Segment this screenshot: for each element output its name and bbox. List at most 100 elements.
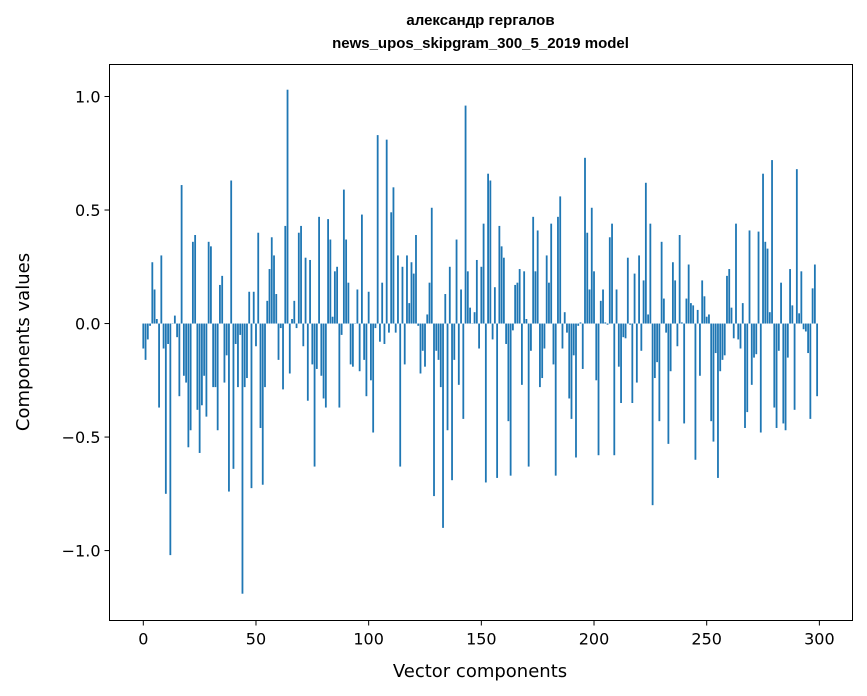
bar-70 xyxy=(300,225,302,324)
bar-229 xyxy=(658,323,661,422)
bar-255 xyxy=(717,323,719,478)
bar-253 xyxy=(712,323,715,442)
bar-2 xyxy=(146,323,149,340)
bar-131 xyxy=(437,323,440,360)
bar-224 xyxy=(647,314,650,324)
bar-288 xyxy=(791,305,794,324)
bar-15 xyxy=(176,323,179,338)
bar-181 xyxy=(550,223,553,324)
bar-284 xyxy=(782,323,785,424)
bar-35 xyxy=(221,275,224,324)
bar-188 xyxy=(566,323,568,333)
bar-246 xyxy=(696,309,699,324)
bar-197 xyxy=(586,232,589,324)
bar-72 xyxy=(304,257,307,324)
bar-184 xyxy=(557,216,559,324)
bar-211 xyxy=(617,323,620,367)
bar-230 xyxy=(660,241,663,324)
y-tick-label: 0.0 xyxy=(75,315,100,334)
bar-18 xyxy=(182,323,185,376)
bar-142 xyxy=(462,323,465,419)
bar-148 xyxy=(475,259,478,324)
bar-81 xyxy=(324,323,327,408)
bar-240 xyxy=(683,323,686,424)
bar-107 xyxy=(383,323,386,344)
bar-101 xyxy=(370,323,372,381)
x-tick-label: 250 xyxy=(691,630,722,649)
bar-59 xyxy=(275,294,278,324)
bar-190 xyxy=(570,323,573,419)
bar-76 xyxy=(313,323,316,467)
bar-144 xyxy=(466,271,469,324)
bar-174 xyxy=(534,271,537,324)
bar-254 xyxy=(714,323,717,354)
bar-209 xyxy=(613,323,616,456)
bar-55 xyxy=(266,300,269,324)
bar-287 xyxy=(789,269,791,324)
bar-43 xyxy=(239,323,242,335)
bar-106 xyxy=(381,282,384,324)
bar-20 xyxy=(187,323,190,448)
bar-132 xyxy=(439,323,442,388)
bar-82 xyxy=(327,219,329,324)
bar-187 xyxy=(563,312,566,324)
bar-177 xyxy=(541,323,544,379)
bar-85 xyxy=(333,271,336,324)
bar-123 xyxy=(419,323,422,374)
bar-241 xyxy=(685,298,688,324)
bar-207 xyxy=(608,237,611,324)
bar-24 xyxy=(196,323,199,410)
bar-16 xyxy=(178,323,181,397)
bar-250 xyxy=(705,316,708,324)
bar-83 xyxy=(329,239,332,324)
bar-214 xyxy=(624,323,627,339)
y-tick-label: −0.5 xyxy=(62,428,101,447)
bar-153 xyxy=(487,173,490,324)
bar-206 xyxy=(606,323,609,325)
x-tick-label: 100 xyxy=(353,630,384,649)
bar-29 xyxy=(207,241,210,324)
y-axis-label: Components values xyxy=(13,253,34,431)
bar-186 xyxy=(561,323,564,349)
chart-title-line1: александр гергалов xyxy=(406,12,555,29)
bar-185 xyxy=(559,196,562,324)
bar-114 xyxy=(399,323,402,467)
bar-53 xyxy=(261,323,264,485)
bar-171 xyxy=(527,323,530,467)
bar-88 xyxy=(340,323,343,335)
bar-295 xyxy=(807,323,810,354)
bar-6 xyxy=(155,319,158,324)
bar-259 xyxy=(726,275,728,324)
bar-260 xyxy=(728,269,731,324)
bar-105 xyxy=(379,323,381,342)
bar-195 xyxy=(581,323,584,369)
bar-200 xyxy=(593,271,595,324)
bar-290 xyxy=(795,169,798,324)
bar-133 xyxy=(442,323,444,528)
bar-238 xyxy=(678,235,681,324)
bar-21 xyxy=(189,323,192,431)
bar-263 xyxy=(735,223,737,324)
bar-175 xyxy=(536,230,539,324)
bar-156 xyxy=(493,287,496,324)
bar-212 xyxy=(620,323,622,404)
bar-235 xyxy=(671,262,674,324)
bar-126 xyxy=(426,314,429,324)
bar-110 xyxy=(390,212,393,324)
y-tick-label: 0.5 xyxy=(75,201,100,220)
bar-170 xyxy=(525,319,528,324)
bar-273 xyxy=(757,231,760,324)
bar-99 xyxy=(365,323,368,397)
bar-274 xyxy=(759,323,762,433)
bar-215 xyxy=(626,257,629,324)
bar-136 xyxy=(448,266,451,324)
bar-37 xyxy=(225,323,228,356)
bar-221 xyxy=(640,323,643,351)
bar-242 xyxy=(687,264,690,324)
bar-158 xyxy=(498,225,501,324)
bar-47 xyxy=(248,291,251,324)
bar-124 xyxy=(421,323,424,351)
bar-243 xyxy=(690,303,692,324)
bar-178 xyxy=(543,323,546,349)
bar-96 xyxy=(358,323,361,372)
